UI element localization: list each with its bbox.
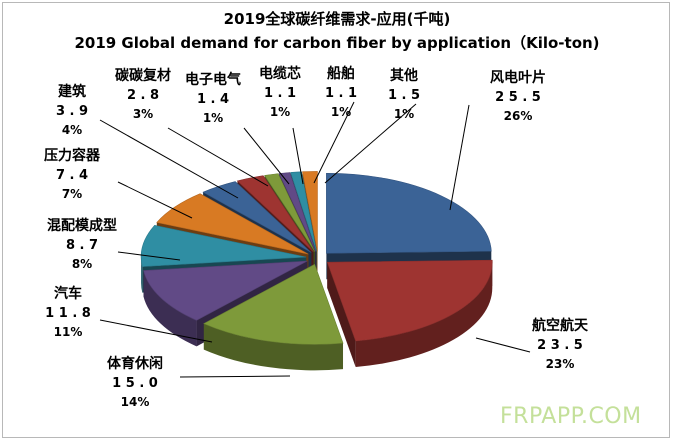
slice-label-9: 电子电气 <box>185 71 241 88</box>
slice-percent-4: 11% <box>54 325 83 339</box>
leader-line-7 <box>99 119 239 199</box>
slice-label-1: 风电叶片 <box>490 69 546 86</box>
slice-value-9: 1 . 4 <box>197 92 229 107</box>
slice-label-8: 碳碳复材 <box>115 67 171 84</box>
slice-label-12: 其他 <box>390 67 418 84</box>
slice-label-11: 船舶 <box>327 65 355 82</box>
slice-percent-6: 7% <box>62 187 82 201</box>
pie-slice-8 <box>236 175 314 253</box>
slice-value-3: 1 5 . 0 <box>112 376 158 391</box>
slice-side-2 <box>355 262 493 367</box>
pie-slice-2 <box>326 259 493 342</box>
slice-side-4 <box>143 270 197 347</box>
slice-percent-3: 14% <box>121 395 150 409</box>
leader-line-6 <box>117 181 193 219</box>
slice-percent-5: 8% <box>72 257 92 271</box>
slice-wall-2-end <box>327 262 356 367</box>
leader-line-4 <box>99 319 213 343</box>
pie-slice-9 <box>264 173 316 252</box>
slice-value-10: 1 . 1 <box>264 86 296 101</box>
watermark: FRPAPP.COM <box>500 404 642 429</box>
slice-label-4: 汽车 <box>54 285 82 302</box>
slice-percent-7: 4% <box>62 123 82 137</box>
leader-line-1 <box>449 104 470 211</box>
slice-percent-8: 3% <box>133 107 153 121</box>
leader-line-9 <box>243 127 290 185</box>
leader-line-2 <box>475 337 531 353</box>
leader-lines <box>99 101 531 378</box>
slice-label-6: 压力容器 <box>44 147 101 164</box>
leader-line-12 <box>324 103 417 184</box>
slice-value-12: 1 . 5 <box>388 88 420 103</box>
slice-value-1: 2 5 . 5 <box>495 90 541 105</box>
pie-slice-12 <box>302 171 318 252</box>
pie-slice-1 <box>326 172 492 254</box>
slice-label-5: 混配模成型 <box>47 217 117 234</box>
slice-value-7: 3 . 9 <box>56 104 88 119</box>
slice-percent-2: 23% <box>546 357 575 371</box>
slice-percent-11: 1% <box>331 105 351 119</box>
pie-slice-4 <box>143 260 308 321</box>
slice-value-11: 1 . 1 <box>325 86 357 101</box>
slice-percent-10: 1% <box>270 105 290 119</box>
leader-line-11 <box>313 101 355 184</box>
pie-slice-6 <box>156 193 309 255</box>
pie-slice-3 <box>203 263 344 345</box>
slice-percent-12: 1% <box>394 107 414 121</box>
slice-label-7: 建筑 <box>58 83 86 100</box>
slice-value-4: 1 1 . 8 <box>45 306 91 321</box>
pie-slice-7 <box>202 181 312 253</box>
slice-value-5: 8 . 7 <box>66 238 98 253</box>
slice-value-2: 2 3 . 5 <box>537 338 583 353</box>
pie-slice-10 <box>278 172 317 252</box>
pie-tops <box>140 171 493 345</box>
slice-label-2: 航空航天 <box>532 317 589 334</box>
slice-label-3: 体育休闲 <box>107 355 163 372</box>
leader-line-3 <box>179 375 291 378</box>
pie-slice-11 <box>290 171 317 252</box>
slice-label-10: 电缆芯 <box>259 65 301 82</box>
leader-line-8 <box>167 127 269 187</box>
slice-percent-1: 26% <box>504 109 533 123</box>
chart-title: 2019全球碳纤维需求-应用(千吨) <box>223 10 451 28</box>
pie-slice-5 <box>140 225 307 267</box>
slice-value-8: 2 . 8 <box>127 88 159 103</box>
chart-subtitle: 2019 Global demand for carbon fiber by a… <box>74 34 600 52</box>
leader-line-10 <box>292 127 304 185</box>
slice-value-6: 7 . 4 <box>56 168 88 183</box>
slice-side-3 <box>203 323 344 371</box>
slice-percent-9: 1% <box>203 111 223 125</box>
slice-labels: 风电叶片 2 5 . 5 26% 航空航天 2 3 . 5 23% 体育休闲 1 5 . 0 1… <box>44 65 589 409</box>
leader-line-5 <box>117 251 181 261</box>
